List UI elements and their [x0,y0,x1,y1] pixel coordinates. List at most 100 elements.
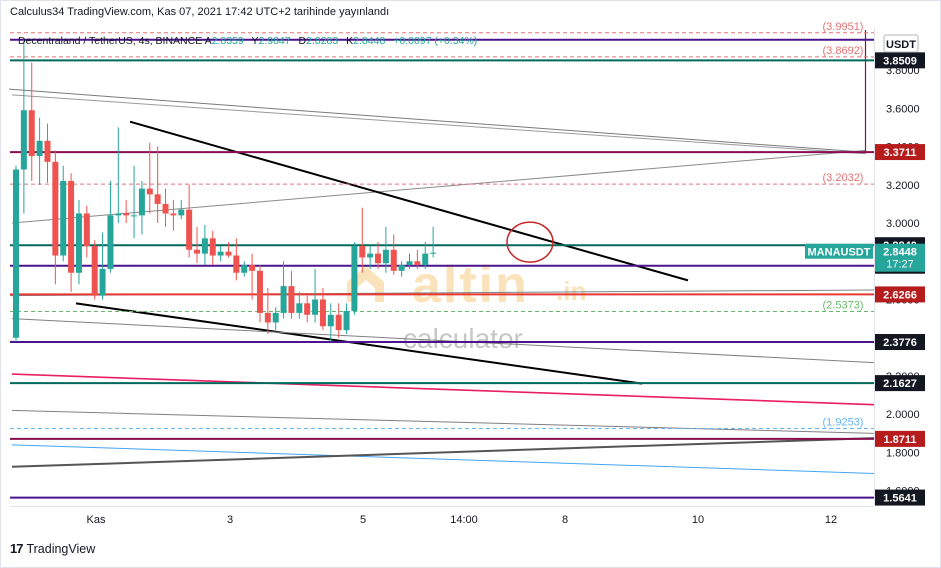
candle-body-25 [209,238,216,256]
ohlc-open-value: 2.8359 [211,35,244,47]
candle-body-40 [327,314,334,327]
candle-body-17 [146,188,153,195]
ohlc-high-value: 2.9847 [258,35,291,47]
candle-body-37 [304,303,311,315]
price-badge-14 [875,489,925,506]
candle-body-32 [264,312,271,323]
price-level-group [10,32,874,499]
last-price-value: 2.8448 [883,247,917,259]
ohlc-low-value: 2.8283 [306,35,339,47]
time-tick-label: 5 [360,514,366,526]
candle-body-42 [343,310,350,331]
watermark-brand: altin [412,256,529,314]
candle-body-22 [186,209,193,250]
candle-body-52 [422,253,429,266]
annotation-group [506,221,554,263]
annotation-circle-0 [506,221,554,263]
time-tick-label: 14:00 [450,514,478,526]
time-tick-label: 8 [562,514,568,526]
price-badge-8 [875,286,925,303]
watermark: altin .in calculator [347,256,586,354]
candle-body-39 [319,299,326,327]
candle-body-8 [75,213,82,273]
candle-body-15 [131,215,138,217]
candle-body-14 [123,213,130,216]
candle-body-5 [52,161,59,256]
candle-body-46 [375,253,382,264]
time-tick-label: 10 [692,514,704,526]
candle-body-19 [162,203,169,214]
time-tick-label: 3 [227,514,233,526]
candle-body-35 [288,286,295,313]
publish-line: Calculus34 TradingView.com, Kas 07, 2021… [10,6,390,18]
time-tick-label: 12 [825,514,837,526]
price-badge-label-14: 1.5641 [883,493,917,505]
symbol-legend[interactable]: Decentraland / TetherUS, 4s, BINANCE A2.… [18,35,477,47]
candle-body-0 [13,169,19,338]
candle-body-31 [256,270,263,313]
trendline-4 [75,302,643,385]
ohlc-open-label: A [204,35,212,47]
last-price-countdown: 17:27 [886,259,914,271]
watermark-tld: .in [556,276,586,306]
tradingview-footer[interactable]: 17 TradingView [10,541,95,556]
price-badges: (3.9951)(3.8692)3.85093.3711(3.2032)2.88… [805,21,925,506]
candle-body-51 [414,261,421,266]
candle-body-13 [115,213,122,216]
candle-group [13,39,437,342]
candle-body-29 [241,265,248,273]
ohlc-change: +0.0097 (+0.34%) [393,35,478,47]
price-tick-label: 3.6000 [886,103,920,115]
candle-body-26 [217,251,224,256]
last-price-badge [875,243,925,272]
price-badge-label-10: 2.3776 [883,337,917,349]
candle-body-38 [312,299,319,315]
candle-body-36 [296,303,303,313]
candle-body-20 [170,213,177,216]
trendline-10 [11,437,875,468]
price-tick-label: 1.8000 [886,447,920,459]
ohlc-low-label: D [298,35,307,47]
candle-body-45 [367,253,374,258]
candle-body-23 [194,249,201,254]
currency-badge-label: USDT [886,39,916,51]
price-level-label-2: (3.8692) [823,45,864,57]
candle-body-43 [351,245,358,311]
candle-body-11 [99,268,106,296]
candle-body-48 [390,249,397,271]
candle-body-7 [68,180,75,273]
currency-badge[interactable]: USDT [883,34,919,53]
ohlc-close-label: K [346,35,354,47]
price-level-label-5: (3.2032) [823,172,864,184]
price-tick-label: 2.0000 [886,409,920,421]
price-level-label-9: (2.5373) [823,299,864,311]
symbol-price-tag-label: MANAUSDT [808,247,871,259]
price-badge-4 [875,144,925,161]
candle-body-53 [430,252,437,254]
trendline-3 [129,120,689,282]
time-axis[interactable]: Kas 3 5 14:00 8 10 12 [87,514,838,526]
candle-body-28 [233,255,240,273]
time-tick-label: Kas [87,514,106,526]
trendline-8 [11,409,875,434]
price-tick-label: 3.0000 [886,218,920,230]
candle-body-30 [249,265,256,271]
symbol-name[interactable]: Decentraland / TetherUS, 4s, BINANCE [18,35,203,47]
price-badge-label-11: 2.1627 [883,378,917,390]
candle-body-47 [382,249,389,264]
trendline-6 [11,318,875,364]
price-badge-13 [875,430,925,447]
candle-body-2 [28,110,35,157]
price-level-label-0: (3.9951) [823,21,864,33]
ohlc-high-label: Y [251,35,259,47]
price-level-label-12: (1.9253) [823,417,864,429]
candle-body-12 [107,215,114,269]
candle-body-6 [60,180,67,256]
candle-body-3 [36,140,43,157]
ohlc-close-value: 2.8448 [353,35,386,47]
tradingview-brand: TradingView [26,541,96,556]
watermark-sub: calculator [403,323,523,354]
trendline-2 [11,149,867,224]
trendline-9 [11,444,875,474]
